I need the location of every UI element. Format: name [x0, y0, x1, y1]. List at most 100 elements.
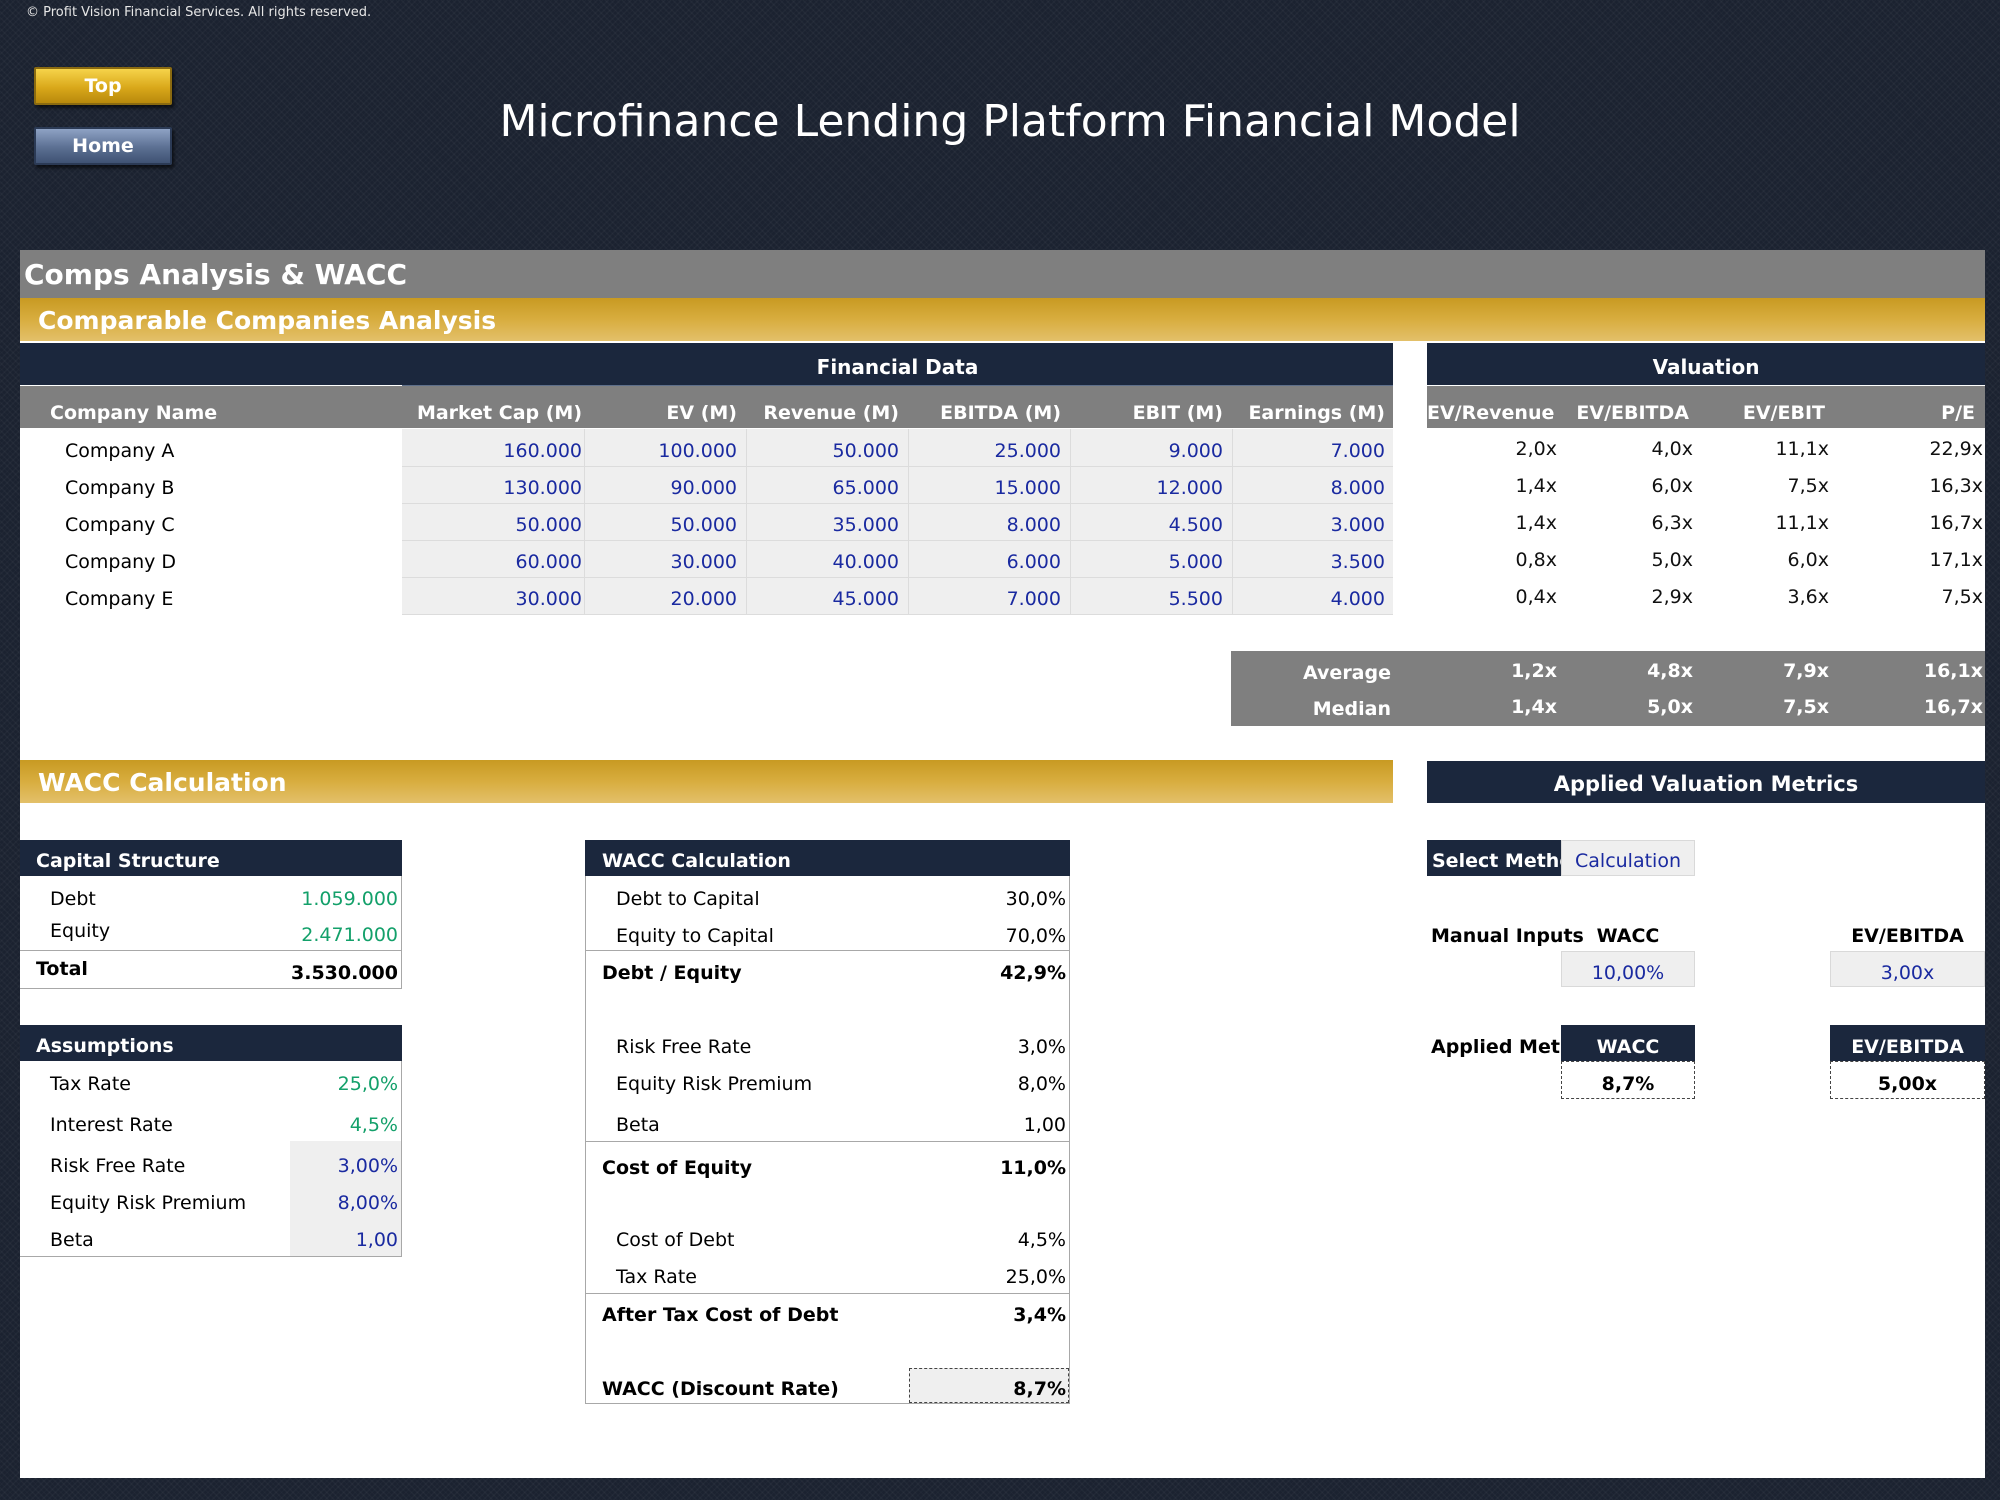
wacc-section-header: WACC Calculation — [20, 760, 1393, 803]
revenue-input[interactable]: 65.000 — [832, 477, 899, 499]
column-divider — [908, 429, 909, 614]
pe-value: 16,7x — [1929, 512, 1983, 534]
wacc-tax-rate-label: Tax Rate — [616, 1266, 697, 1288]
company-name: Company B — [65, 477, 175, 499]
select-method-dropdown[interactable] — [1561, 840, 1695, 876]
section-title: Comps Analysis & WACC — [20, 250, 1985, 298]
median-pe: 16,7x — [1923, 696, 1983, 718]
average-ev-revenue: 1,2x — [1511, 660, 1557, 682]
after-tax-cod-label: After Tax Cost of Debt — [602, 1304, 839, 1326]
equity-risk-premium-input[interactable]: 8,00% — [337, 1192, 398, 1214]
debt-to-capital-value: 30,0% — [1005, 888, 1066, 910]
manual-wacc-input[interactable]: 10,00% — [1591, 962, 1665, 984]
ev-revenue-value: 0,8x — [1515, 549, 1557, 571]
ebitda-input[interactable]: 7.000 — [1006, 588, 1061, 610]
risk-free-rate-input[interactable]: 3,00% — [337, 1155, 398, 1177]
ebitda-input[interactable]: 15.000 — [994, 477, 1061, 499]
ev-input[interactable]: 90.000 — [670, 477, 737, 499]
market-cap-input[interactable]: 160.000 — [503, 440, 582, 462]
debt-equity-value: 42,9% — [1000, 962, 1066, 984]
revenue-input[interactable]: 35.000 — [832, 514, 899, 536]
risk-free-rate-label: Risk Free Rate — [50, 1155, 186, 1177]
earnings-input[interactable]: 7.000 — [1330, 440, 1385, 462]
col-ebitda: EBITDA (M) — [940, 402, 1061, 424]
col-earnings: Earnings (M) — [1248, 402, 1385, 424]
debt-value[interactable]: 1.059.000 — [301, 888, 398, 910]
manual-ev-ebitda-cell[interactable] — [1830, 951, 1985, 987]
wacc-erp-label: Equity Risk Premium — [616, 1073, 813, 1095]
ev-ebit-value: 3,6x — [1787, 586, 1829, 608]
applied-valuation-header-bar — [1427, 761, 1985, 803]
applied-ev-ebitda-header-cell — [1830, 1025, 1985, 1061]
assumptions-header — [20, 1025, 402, 1061]
applied-wacc-header: WACC — [1596, 1036, 1660, 1058]
ev-input[interactable]: 100.000 — [658, 440, 737, 462]
interest-rate-value[interactable]: 4,5% — [349, 1114, 398, 1136]
average-label: Average — [1303, 662, 1391, 684]
cost-of-debt-value: 4,5% — [1017, 1229, 1066, 1251]
ebit-input[interactable]: 12.000 — [1156, 477, 1223, 499]
ebitda-input[interactable]: 25.000 — [994, 440, 1061, 462]
ev-input[interactable]: 20.000 — [670, 588, 737, 610]
wacc-risk-free-value: 3,0% — [1017, 1036, 1066, 1058]
earnings-input[interactable]: 8.000 — [1330, 477, 1385, 499]
tax-rate-value[interactable]: 25,0% — [337, 1073, 398, 1095]
comps-column-header-row — [20, 386, 1393, 428]
revenue-input[interactable]: 50.000 — [832, 440, 899, 462]
market-cap-input[interactable]: 30.000 — [515, 588, 582, 610]
applied-ev-ebitda-cell — [1830, 1061, 1985, 1099]
ebit-input[interactable]: 4.500 — [1168, 514, 1223, 536]
earnings-input[interactable]: 3.000 — [1330, 514, 1385, 536]
earnings-input[interactable]: 4.000 — [1330, 588, 1385, 610]
wacc-result-value: 8,7% — [1013, 1378, 1066, 1400]
manual-wacc-cell[interactable] — [1561, 951, 1695, 987]
select-method-value[interactable]: Calculation — [1575, 850, 1681, 872]
wacc-risk-free-label: Risk Free Rate — [616, 1036, 752, 1058]
ev-input[interactable]: 30.000 — [670, 551, 737, 573]
ev-input[interactable]: 50.000 — [670, 514, 737, 536]
median-ev-ebitda: 5,0x — [1647, 696, 1693, 718]
column-divider — [1232, 429, 1233, 614]
col-ebit: EBIT (M) — [1132, 402, 1223, 424]
market-cap-input[interactable]: 60.000 — [515, 551, 582, 573]
ebit-input[interactable]: 5.500 — [1168, 588, 1223, 610]
select-method-label: Select Method — [1432, 850, 1586, 872]
beta-label: Beta — [50, 1229, 94, 1251]
row-divider — [402, 577, 1393, 578]
ebit-input[interactable]: 9.000 — [1168, 440, 1223, 462]
equity-to-capital-value: 70,0% — [1005, 925, 1066, 947]
market-cap-input[interactable]: 50.000 — [515, 514, 582, 536]
earnings-input[interactable]: 3.500 — [1330, 551, 1385, 573]
equity-value[interactable]: 2.471.000 — [301, 924, 398, 946]
ev-ebit-value: 7,5x — [1787, 475, 1829, 497]
valuation-column-header-row — [1427, 386, 1985, 428]
ebit-input[interactable]: 5.000 — [1168, 551, 1223, 573]
ev-ebit-value: 11,1x — [1775, 512, 1829, 534]
ev-revenue-value: 2,0x — [1515, 438, 1557, 460]
ev-revenue-value: 1,4x — [1515, 475, 1557, 497]
company-name: Company D — [65, 551, 177, 573]
cost-of-equity-value: 11,0% — [1000, 1157, 1066, 1179]
manual-ev-ebitda-input[interactable]: 3,00x — [1880, 962, 1935, 984]
col-ev: EV (M) — [666, 402, 737, 424]
ev-ebitda-value: 5,0x — [1651, 549, 1693, 571]
copyright-notice: © Profit Vision Financial Services. All … — [26, 5, 372, 20]
revenue-input[interactable]: 45.000 — [832, 588, 899, 610]
manual-ev-ebitda-header: EV/EBITDA — [1851, 925, 1964, 947]
average-ev-ebitda: 4,8x — [1647, 660, 1693, 682]
applied-wacc-value: 8,7% — [1601, 1073, 1655, 1095]
beta-input[interactable]: 1,00 — [355, 1229, 398, 1251]
select-method-label-cell — [1427, 840, 1561, 876]
ebitda-input[interactable]: 6.000 — [1006, 551, 1061, 573]
revenue-input[interactable]: 40.000 — [832, 551, 899, 573]
applied-metrics-label: Applied Metrics — [1431, 1036, 1561, 1058]
company-name: Company C — [65, 514, 175, 536]
top-button[interactable]: Top — [34, 67, 172, 105]
comps-input-area — [402, 429, 1393, 614]
home-button[interactable]: Home — [34, 127, 172, 165]
ebitda-input[interactable]: 8.000 — [1006, 514, 1061, 536]
applied-valuation-title: Applied Valuation Metrics — [1553, 772, 1859, 796]
page-title: Microfinance Lending Platform Financial … — [499, 96, 1521, 147]
median-label: Median — [1312, 698, 1391, 720]
market-cap-input[interactable]: 130.000 — [503, 477, 582, 499]
